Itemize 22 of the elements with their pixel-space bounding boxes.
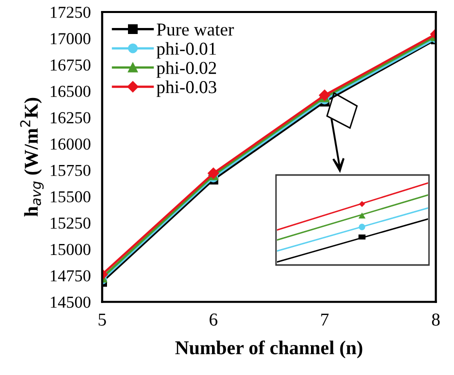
legend-label: phi-0.02 [156, 61, 216, 78]
x-tick-label: 7 [321, 314, 329, 326]
y-axis-title: h$_{avg}$ (W/m$^{2}$K) [20, 98, 44, 216]
legend-label: phi-0.01 [156, 42, 216, 59]
y-tick-label: 15000 [50, 244, 90, 256]
y-tick-label: 16500 [50, 86, 90, 98]
y-tick-label: 14750 [50, 270, 90, 282]
y-tick-label: 15250 [50, 218, 90, 229]
y-tick-label: 15500 [50, 191, 90, 202]
x-axis-title: Number of channel (n) [175, 340, 362, 358]
y-tick-label: 17000 [50, 33, 90, 44]
x-tick-label: 5 [98, 314, 106, 326]
legend-label: phi-0.03 [156, 80, 216, 97]
y-tick-label: 14500 [50, 296, 90, 308]
y-tick-label: 16000 [50, 138, 90, 150]
y-tick-label: 15750 [50, 164, 90, 176]
y-tick-label: 16250 [50, 112, 90, 124]
y-tick-label: 17250 [50, 6, 90, 18]
x-tick-label: 8 [432, 314, 440, 326]
y-tick-label: 16750 [50, 59, 90, 71]
legend-label: Pure water [156, 24, 234, 36]
x-tick-label: 6 [210, 314, 218, 326]
